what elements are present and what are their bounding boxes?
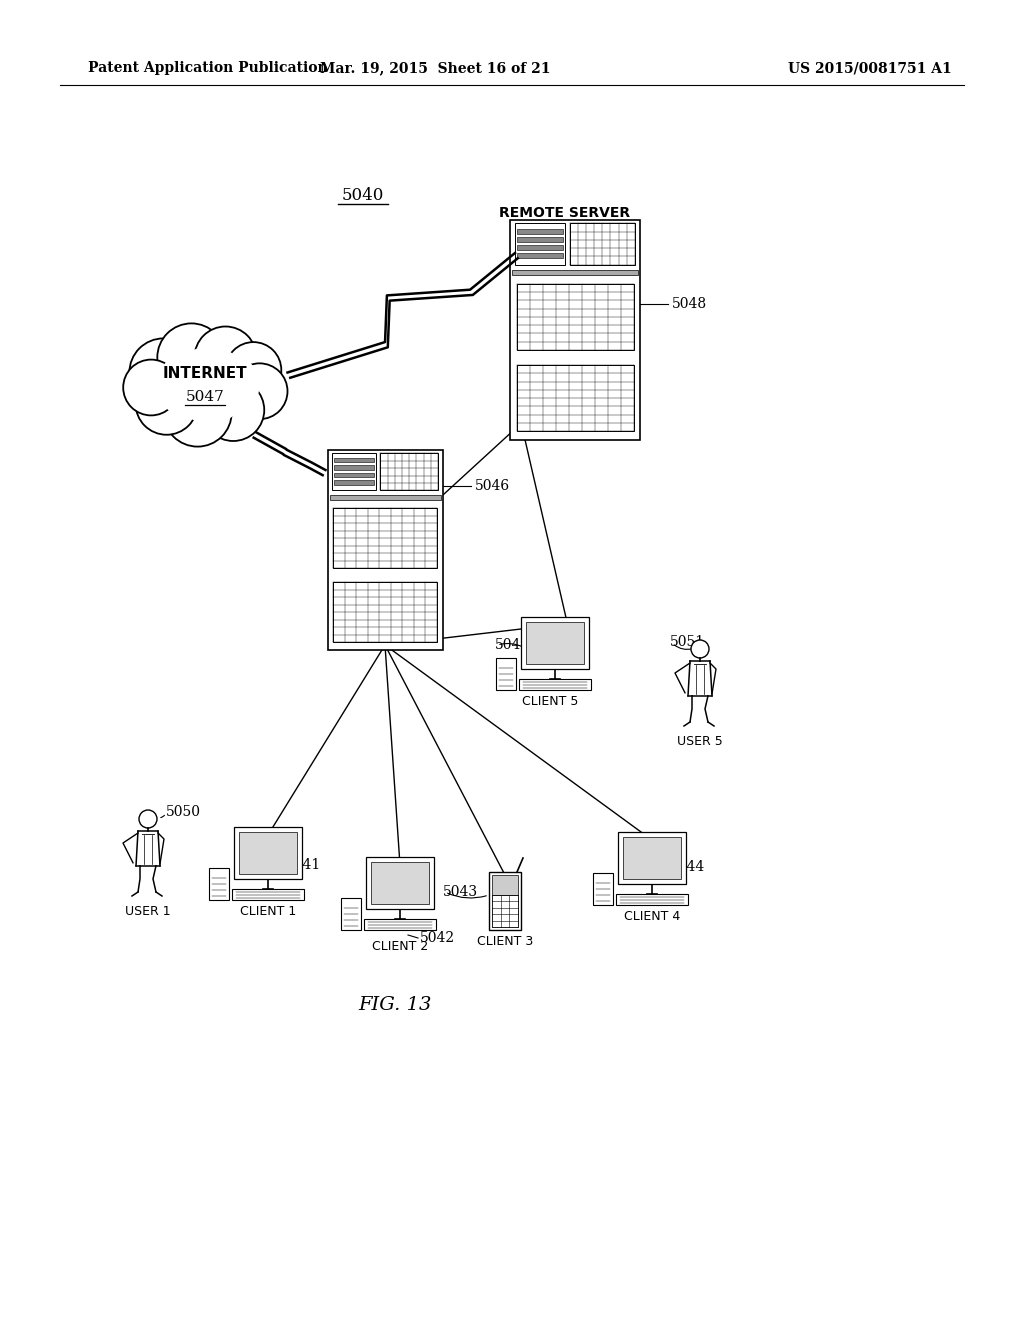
Text: Mar. 19, 2015  Sheet 16 of 21: Mar. 19, 2015 Sheet 16 of 21 [319,61,550,75]
Bar [330,495,440,500]
Bar [333,582,437,642]
Bar [492,895,518,927]
Circle shape [203,379,264,441]
Text: CLIENT 2: CLIENT 2 [372,940,428,953]
Text: 5041: 5041 [286,858,322,873]
Circle shape [225,342,282,397]
Bar [517,238,562,242]
Circle shape [164,379,231,446]
Circle shape [135,372,198,434]
Bar [623,837,681,879]
Circle shape [158,323,225,392]
Bar [489,873,521,931]
Bar [334,473,374,478]
Text: 5048: 5048 [672,297,708,310]
Text: CLIENT 4: CLIENT 4 [624,909,680,923]
Bar [380,453,438,491]
Text: US 2015/0081751 A1: US 2015/0081751 A1 [788,61,952,75]
Bar [334,480,374,484]
Bar [510,220,640,440]
Bar [333,508,437,568]
Bar [341,898,361,931]
Circle shape [123,359,179,416]
Bar [232,888,304,900]
Text: CLIENT 5: CLIENT 5 [522,696,579,708]
Circle shape [195,326,256,388]
Bar [516,366,634,432]
Bar [519,678,591,690]
Text: 5046: 5046 [474,479,510,492]
Text: 5045: 5045 [495,638,530,652]
Text: 5047: 5047 [185,389,224,404]
Text: USER 1: USER 1 [125,906,171,917]
Circle shape [139,810,157,828]
Bar [569,223,635,264]
Bar [515,223,564,264]
Text: 5040: 5040 [342,186,384,203]
Bar [364,919,436,931]
Bar [234,828,302,879]
Bar [492,875,518,895]
Bar [521,616,589,669]
Text: REMOTE SERVER: REMOTE SERVER [500,206,631,220]
Bar [526,622,584,664]
Text: INTERNET: INTERNET [163,366,248,380]
Bar [593,873,613,906]
Bar [334,466,374,470]
Circle shape [691,640,709,657]
Bar [371,862,429,904]
Text: 5050: 5050 [166,805,201,818]
Text: 5042: 5042 [420,931,455,945]
Circle shape [158,351,225,420]
Text: Patent Application Publication: Patent Application Publication [88,61,328,75]
Circle shape [171,346,249,424]
Bar [517,253,562,259]
Bar [239,832,297,874]
Bar [328,450,442,649]
Bar [332,453,376,491]
Bar [517,228,562,234]
Text: 5051: 5051 [670,635,706,649]
Bar [209,869,229,900]
Bar [496,657,516,690]
Text: USER 5: USER 5 [677,735,723,748]
Bar [334,458,374,462]
Text: 5043: 5043 [443,884,478,899]
Circle shape [231,363,288,420]
Bar [512,269,638,275]
Text: CLIENT 3: CLIENT 3 [477,935,534,948]
Text: CLIENT 1: CLIENT 1 [240,906,296,917]
Text: 5044: 5044 [670,861,706,874]
Bar [516,284,634,350]
Bar [616,894,688,906]
Bar [517,246,562,249]
Circle shape [129,338,198,407]
Bar [618,832,686,884]
Bar [366,857,434,909]
Circle shape [198,354,260,416]
Text: FIG. 13: FIG. 13 [358,997,432,1014]
